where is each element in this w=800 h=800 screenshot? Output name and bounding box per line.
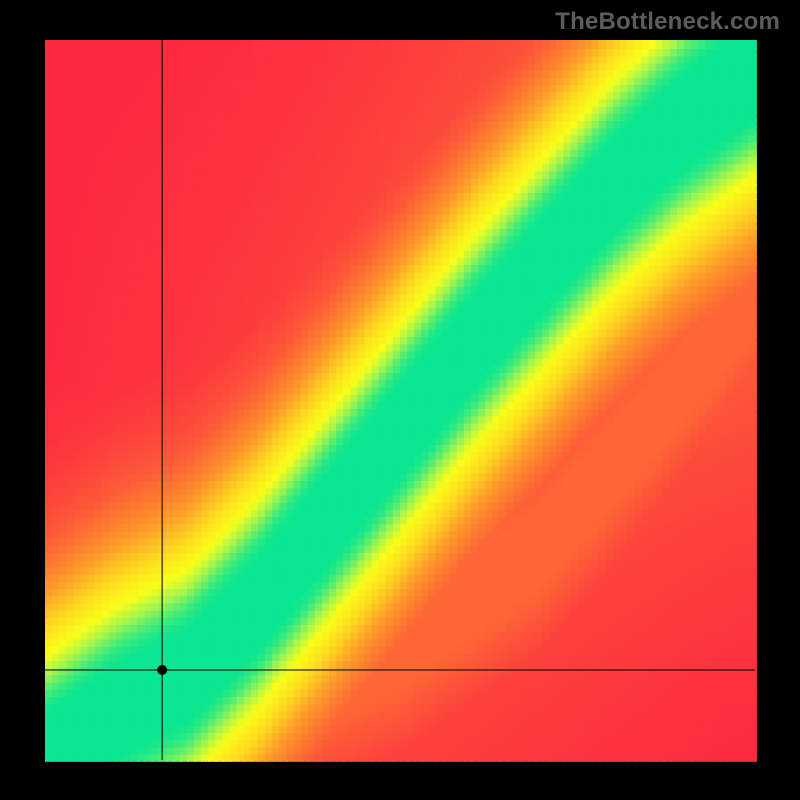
chart-container: TheBottleneck.com (0, 0, 800, 800)
watermark-text: TheBottleneck.com (555, 8, 780, 36)
bottleneck-heatmap (0, 0, 800, 800)
